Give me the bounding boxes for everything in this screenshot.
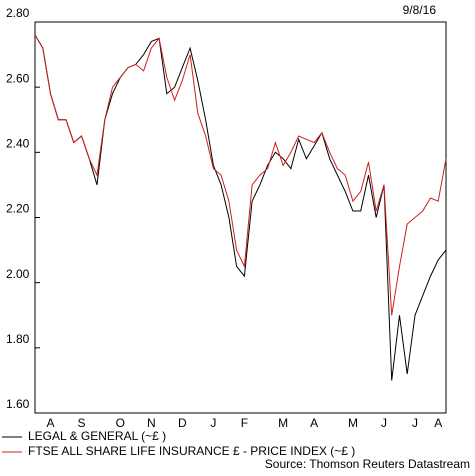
- x-tick-label: A: [310, 416, 318, 430]
- x-tick-label: A: [47, 416, 55, 430]
- x-tick-label: J: [381, 416, 387, 430]
- series-line: [34, 34, 447, 316]
- x-tick-label: J: [412, 416, 418, 430]
- x-tick-label: O: [116, 416, 125, 430]
- y-tick-label: 2.60: [6, 71, 30, 85]
- legend-label: FTSE ALL SHARE LIFE INSURANCE £ - PRICE …: [28, 444, 355, 458]
- x-tick-label: M: [348, 416, 358, 430]
- x-tick-label: D: [178, 416, 187, 430]
- legend-label: LEGAL & GENERAL (~£ ): [28, 429, 166, 443]
- y-tick-label: 1.60: [6, 397, 30, 411]
- y-tick-label: 2.40: [6, 137, 30, 151]
- source: Source: Thomson Reuters Datastream: [265, 457, 470, 471]
- series-line: [34, 34, 447, 381]
- x-tick-label: F: [241, 416, 248, 430]
- x-tick-label: J: [210, 416, 216, 430]
- y-tick-label: 2.00: [6, 267, 30, 281]
- x-tick-label: S: [78, 416, 86, 430]
- x-tick-label: A: [434, 416, 442, 430]
- x-tick-label: N: [147, 416, 156, 430]
- x-tick-label: M: [278, 416, 288, 430]
- date: 9/8/16: [403, 3, 437, 17]
- y-tick-label: 1.80: [6, 332, 30, 346]
- plot-frame: [34, 21, 447, 414]
- y-tick-label: 2.20: [6, 202, 30, 216]
- y-tick-label: 2.80: [6, 6, 30, 20]
